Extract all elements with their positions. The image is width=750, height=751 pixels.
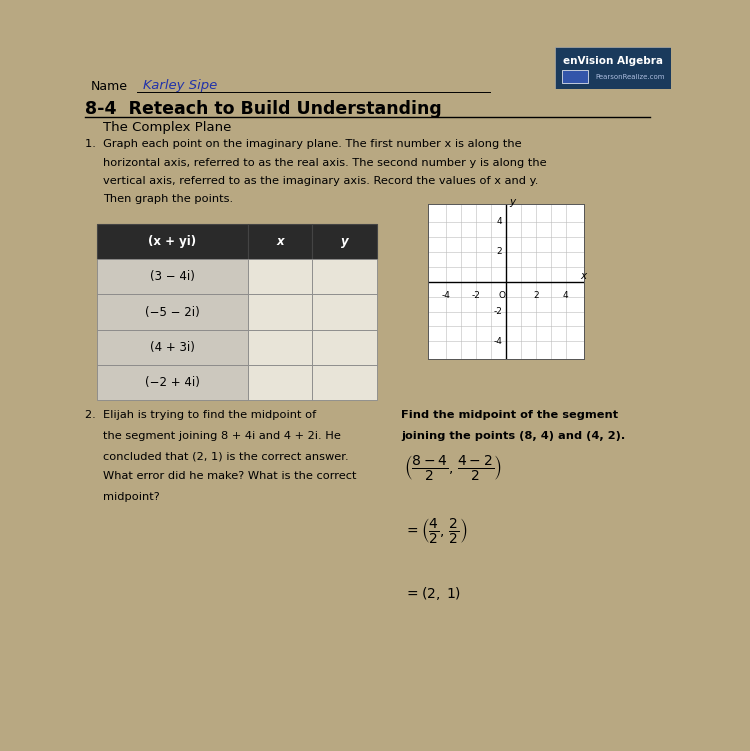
Bar xyxy=(248,224,312,259)
Text: The Complex Plane: The Complex Plane xyxy=(103,121,232,134)
Bar xyxy=(248,259,312,294)
Bar xyxy=(312,259,376,294)
Text: midpoint?: midpoint? xyxy=(103,492,160,502)
Text: 1.  Graph each point on the imaginary plane. The first number x is along the: 1. Graph each point on the imaginary pla… xyxy=(85,140,521,149)
Text: 2.  Elijah is trying to find the midpoint of: 2. Elijah is trying to find the midpoint… xyxy=(85,411,316,421)
Text: O: O xyxy=(499,291,506,300)
Text: concluded that (2, 1) is the correct answer.: concluded that (2, 1) is the correct ans… xyxy=(103,451,349,461)
Text: Find the midpoint of the segment: Find the midpoint of the segment xyxy=(401,411,619,421)
Text: (4 + 3i): (4 + 3i) xyxy=(150,341,195,354)
Text: joining the points (8, 4) and (4, 2).: joining the points (8, 4) and (4, 2). xyxy=(401,431,626,441)
FancyBboxPatch shape xyxy=(555,47,671,89)
Text: PearsonRealize.com: PearsonRealize.com xyxy=(596,74,665,80)
Text: 4: 4 xyxy=(496,217,502,226)
Bar xyxy=(312,365,376,400)
Bar xyxy=(312,294,376,330)
Text: y: y xyxy=(340,235,348,249)
Bar xyxy=(97,294,248,330)
Text: (−5 − 2i): (−5 − 2i) xyxy=(145,306,200,318)
Bar xyxy=(97,365,248,400)
Text: horizontal axis, referred to as the real axis. The second number y is along the: horizontal axis, referred to as the real… xyxy=(103,158,547,167)
Text: Karley Sipe: Karley Sipe xyxy=(143,79,218,92)
Bar xyxy=(97,259,248,294)
Text: -4: -4 xyxy=(442,291,451,300)
Text: x: x xyxy=(276,235,284,249)
Text: x: x xyxy=(580,271,586,282)
Text: y: y xyxy=(509,197,516,207)
Text: the segment joining 8 + 4i and 4 + 2i. He: the segment joining 8 + 4i and 4 + 2i. H… xyxy=(103,431,341,441)
Text: Then graph the points.: Then graph the points. xyxy=(103,195,233,204)
Text: 2: 2 xyxy=(496,247,502,256)
Text: -2: -2 xyxy=(472,291,481,300)
Text: 2: 2 xyxy=(533,291,538,300)
Bar xyxy=(248,365,312,400)
Text: Name: Name xyxy=(91,80,128,93)
Text: (x + yi): (x + yi) xyxy=(148,235,196,249)
Text: -4: -4 xyxy=(494,337,502,346)
Bar xyxy=(312,330,376,365)
Text: -2: -2 xyxy=(494,307,502,316)
Text: (−2 + 4i): (−2 + 4i) xyxy=(145,376,200,389)
Text: $= \left(\dfrac{4}{2},\,\dfrac{2}{2}\right)$: $= \left(\dfrac{4}{2},\,\dfrac{2}{2}\rig… xyxy=(404,516,468,545)
Bar xyxy=(248,294,312,330)
Text: 8-4  Reteach to Build Understanding: 8-4 Reteach to Build Understanding xyxy=(85,101,441,118)
Bar xyxy=(97,224,248,259)
Text: (3 − 4i): (3 − 4i) xyxy=(150,270,195,283)
Text: enVision Algebra: enVision Algebra xyxy=(563,56,663,65)
FancyBboxPatch shape xyxy=(562,70,587,83)
Text: What error did he make? What is the correct: What error did he make? What is the corr… xyxy=(103,472,356,481)
Bar xyxy=(97,330,248,365)
Bar xyxy=(312,224,376,259)
Text: vertical axis, referred to as the imaginary axis. Record the values of x and y.: vertical axis, referred to as the imagin… xyxy=(103,176,538,186)
Text: 4: 4 xyxy=(562,291,568,300)
Bar xyxy=(248,330,312,365)
Text: $\left(\dfrac{8-4}{2},\,\dfrac{4-2}{2}\right)$: $\left(\dfrac{8-4}{2},\,\dfrac{4-2}{2}\r… xyxy=(404,453,502,482)
Text: $= (2,\;1)$: $= (2,\;1)$ xyxy=(404,585,461,602)
